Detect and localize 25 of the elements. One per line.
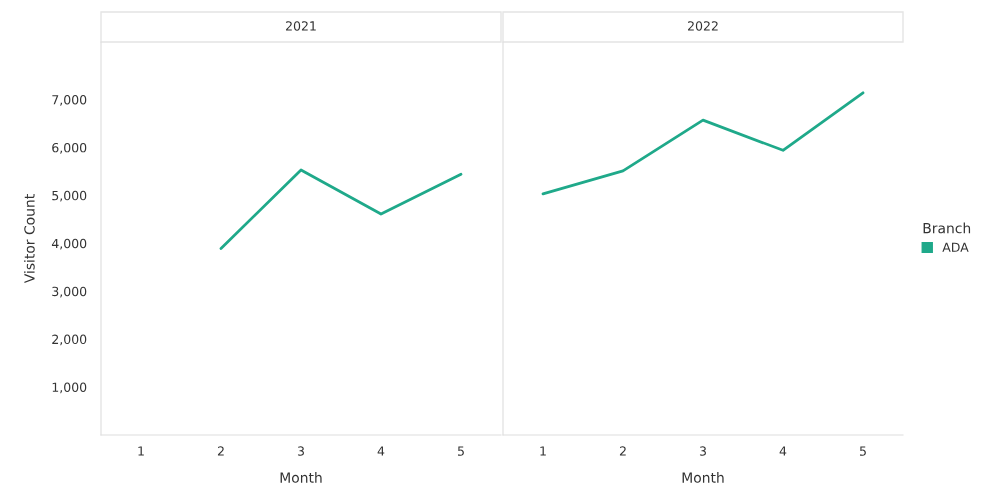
chart-title: 2021 [286,21,316,31]
y-tick-label: 7,000 [52,94,87,106]
x-tick-label: 4 [377,446,385,456]
x-tick-label: 3 [699,446,706,456]
x-tick-label: 4 [779,446,787,456]
x-tick-label: 3 [297,446,304,456]
y-tick-label: 1,000 [52,382,87,394]
y-tick-label: 2,000 [52,334,87,346]
x-tick-label: 2 [217,446,224,456]
legend-title: Branch [923,222,971,234]
y-axis-title: Visitor Count [24,194,35,284]
x-tick-label: 1 [138,446,144,456]
x-axis-title: Month [280,472,322,483]
x-tick-label: 5 [859,446,866,456]
x-tick-label: 2 [619,446,626,456]
legend-label: ADA [942,242,969,252]
y-tick-label: 3,000 [52,286,87,298]
x-tick-label: 5 [457,446,464,456]
x-tick-label: 1 [540,446,546,456]
x-axis-title: Month [682,472,724,483]
line-series [219,168,463,250]
y-tick-label: 4,000 [51,238,87,250]
y-tick-label: 5,000 [52,190,87,202]
chart-title: 2022 [688,21,718,31]
y-tick-label: 6,000 [52,142,87,154]
